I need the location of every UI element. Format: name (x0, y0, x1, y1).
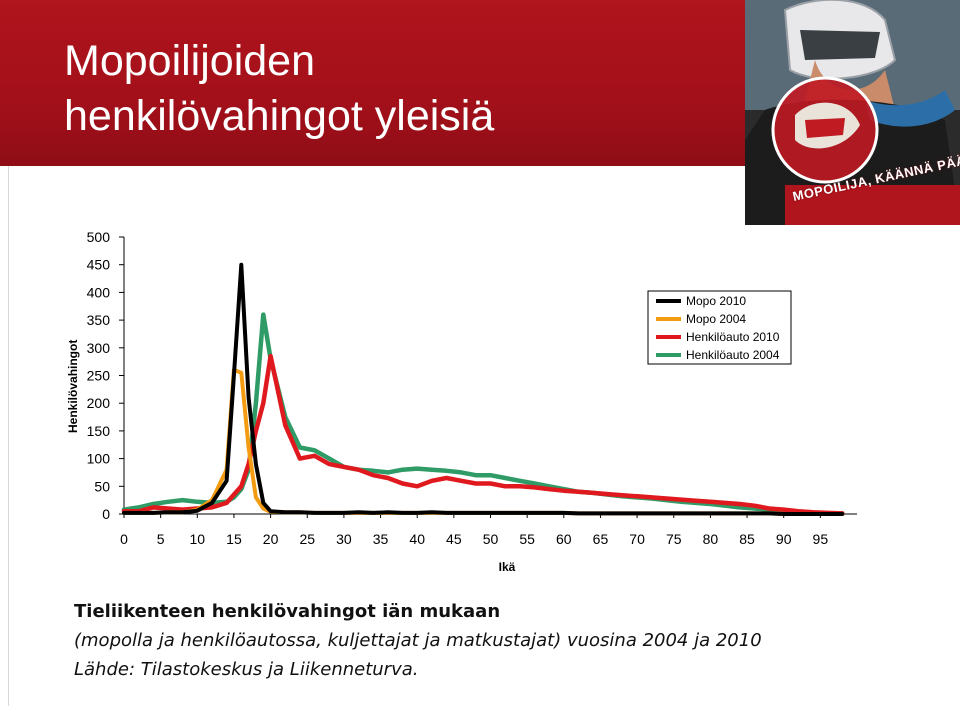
chart-legend: Mopo 2010 Mopo 2004 Henkilöauto 2010 Henkil… (647, 290, 792, 365)
y-tick-label: 200 (87, 395, 111, 411)
x-tick-label: 50 (483, 531, 499, 547)
legend-label: Mopo 2010 (686, 294, 746, 308)
y-axis-label: Henkilövahingot (66, 340, 80, 433)
x-tick-label: 0 (120, 531, 128, 547)
y-tick-label: 100 (87, 451, 111, 467)
x-tick-label: 10 (190, 531, 206, 547)
slide-left-border (8, 166, 9, 706)
caption-subtitle: (mopolla ja henkilöautossa, kuljettajat … (74, 630, 762, 651)
caption-title: Tieliikenteen henkilövahingot iän mukaan (74, 601, 501, 622)
legend-label: Mopo 2004 (686, 312, 746, 326)
x-tick-label: 70 (629, 531, 645, 547)
motorcyclist-photo (745, 0, 960, 225)
y-axis: 0 50 100 150 200 250 300 350 400 450 500 (87, 229, 125, 522)
chart-caption: Tieliikenteen henkilövahingot iän mukaan… (74, 597, 874, 684)
y-tick-label: 250 (87, 368, 111, 384)
slide-title-line-1: Mopoilijoiden (64, 37, 315, 85)
legend-item: Mopo 2010 (656, 294, 746, 308)
series-lines (121, 262, 845, 516)
y-tick-label: 300 (87, 340, 111, 356)
x-tick-label: 40 (409, 531, 425, 547)
legend-item: Mopo 2004 (656, 312, 746, 326)
y-tick-label: 150 (87, 423, 111, 439)
x-axis-label: Ikä (499, 560, 516, 574)
series-line-mopo-2010 (122, 262, 845, 516)
x-tick-label: 25 (299, 531, 315, 547)
y-tick-label: 350 (87, 312, 111, 328)
x-tick-label: 80 (703, 531, 719, 547)
legend-box (647, 290, 792, 365)
x-tick-label: 90 (776, 531, 792, 547)
x-tick-label: 95 (813, 531, 829, 547)
x-tick-label: 15 (226, 531, 242, 547)
legend-label: Henkilöauto 2004 (686, 348, 780, 362)
x-tick-label: 20 (263, 531, 279, 547)
x-tick-label: 65 (593, 531, 609, 547)
x-tick-label: 35 (373, 531, 389, 547)
legend-label: Henkilöauto 2010 (686, 330, 780, 344)
x-tick-label: 75 (666, 531, 682, 547)
x-axis: 0 5 10 15 20 25 30 35 40 45 50 55 60 65 70 75 80 85 90 95 (120, 513, 857, 547)
caption-source: Lähde: Tilastokeskus ja Liikenneturva. (74, 659, 419, 680)
x-tick-label: 60 (556, 531, 572, 547)
y-tick-label: 450 (87, 257, 111, 273)
slide-title: Mopoilijoiden henkilövahingot yleisiä (64, 34, 704, 144)
x-tick-label: 45 (446, 531, 462, 547)
legend-item: Henkilöauto 2004 (656, 348, 780, 362)
x-tick-label: 55 (519, 531, 535, 547)
x-tick-label: 85 (739, 531, 755, 547)
slide-title-line-2: henkilövahingot yleisiä (64, 92, 495, 140)
x-tick-label: 5 (157, 531, 165, 547)
y-tick-label: 400 (87, 284, 111, 300)
legend-item: Henkilöauto 2010 (656, 330, 780, 344)
y-tick-label: 500 (87, 229, 111, 245)
series-line-henkil-auto-2010 (121, 353, 845, 516)
x-tick-label: 30 (336, 531, 352, 547)
y-tick-label: 0 (102, 506, 110, 522)
y-tick-label: 50 (94, 478, 110, 494)
